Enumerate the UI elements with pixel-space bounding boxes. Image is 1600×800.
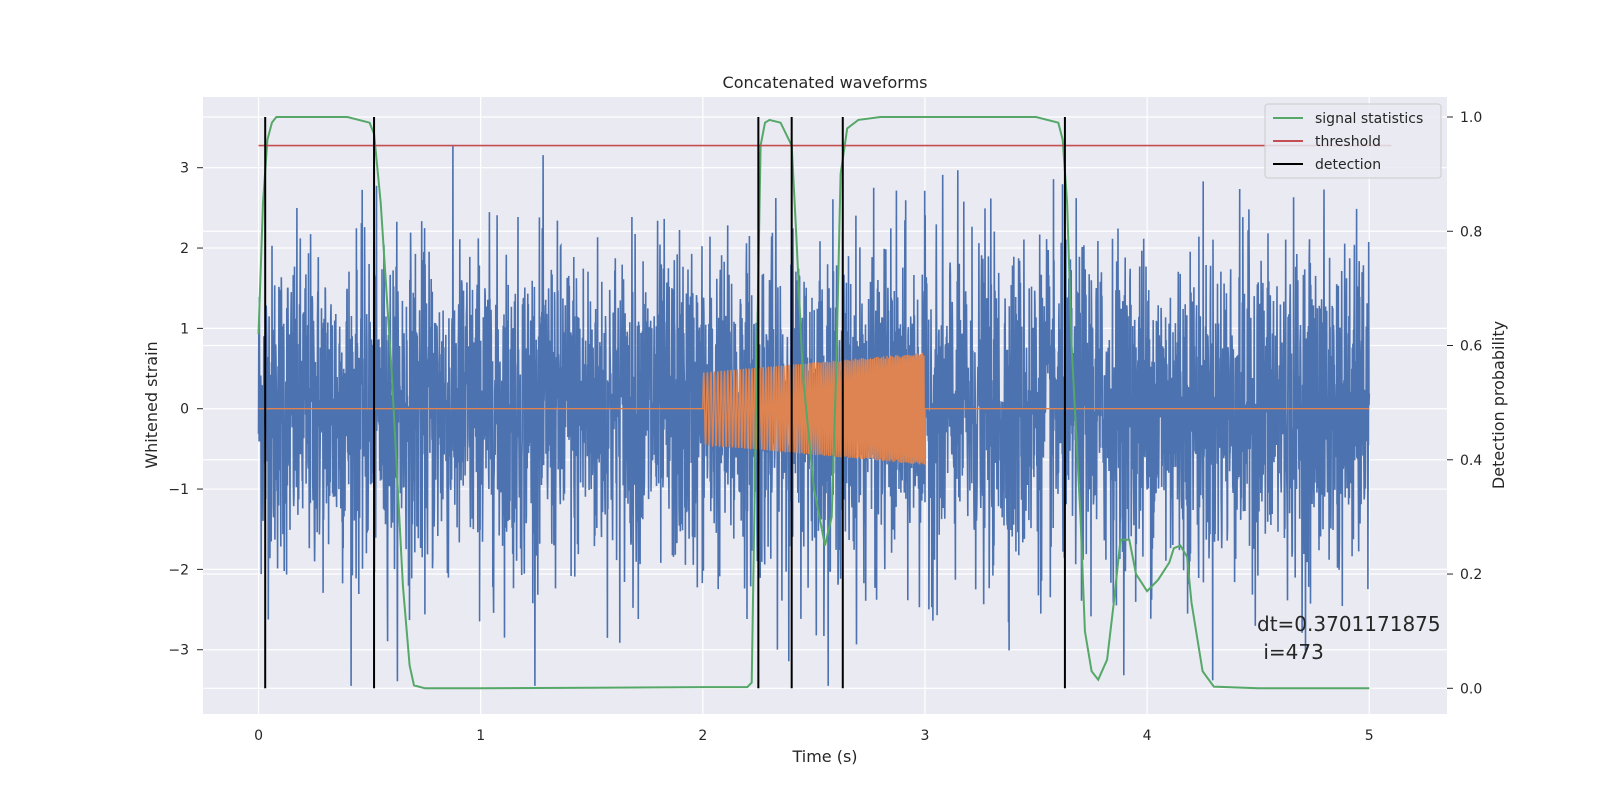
legend-label: detection [1315,157,1381,173]
y-tick-label-left: 1 [180,321,189,337]
y-tick-label-right: 0.2 [1460,567,1482,583]
y-tick-label-right: 1.0 [1460,110,1482,126]
y-tick-label-left: 2 [180,241,189,257]
y-tick-label-right: 0.8 [1460,224,1482,240]
legend-box [1264,103,1442,179]
y-tick-label-right: 0.4 [1460,453,1482,469]
chart-title: Concatenated waveforms [723,73,928,92]
y-tick-label-left: −1 [168,482,189,498]
series-signal-statistics [257,116,1370,690]
series-injected-waveform [258,352,1370,465]
y-tick-label-right: 0.6 [1460,339,1482,355]
x-axis-label: Time (s) [791,747,857,766]
x-tick-label: 5 [1365,728,1374,744]
legend: signal statistics threshold detection [1264,103,1442,179]
annotation-dt: dt=0.3701171875 [1257,612,1441,636]
ticks: 0 1 2 3 4 5 −3 −2 −1 0 1 2 3 0.0 0.2 0.4 0.6 0.8 1.0 [168,110,1482,744]
legend-label: signal statistics [1315,111,1423,127]
annotation-i: i=473 [1257,640,1324,664]
x-tick-label: 0 [254,728,263,744]
y-axis-label-right: Detection probability [1489,321,1508,489]
plot-area [257,116,1392,690]
y-tick-label-left: −2 [168,562,189,578]
legend-label: threshold [1315,134,1381,150]
x-tick-label: 2 [698,728,707,744]
y-tick-label-right: 0.0 [1460,681,1482,697]
y-axis-label-left: Whitened strain [142,341,161,468]
x-tick-label: 4 [1143,728,1152,744]
x-tick-label: 3 [921,728,930,744]
y-tick-label-left: −3 [168,643,189,659]
y-tick-label-left: 0 [180,402,189,418]
y-tick-label-left: 3 [180,161,189,177]
x-tick-label: 1 [476,728,485,744]
